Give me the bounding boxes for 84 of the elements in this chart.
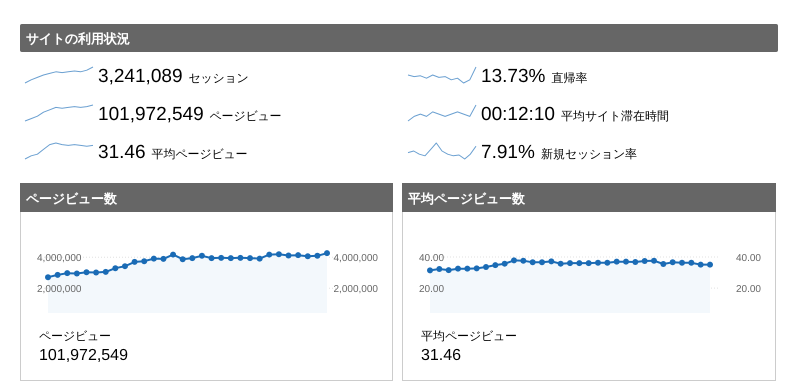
point	[586, 260, 592, 266]
point	[247, 255, 254, 262]
point	[567, 260, 573, 266]
point	[707, 262, 713, 268]
text: 31.46	[421, 347, 462, 364]
point	[64, 270, 70, 276]
point	[595, 260, 601, 266]
point	[604, 260, 610, 266]
text: 101,972,549	[98, 104, 204, 125]
point	[141, 258, 148, 264]
text: 平均ページビュー	[421, 329, 517, 343]
point	[632, 258, 638, 265]
point	[511, 257, 517, 264]
point	[150, 256, 157, 262]
point	[276, 251, 282, 258]
point	[502, 260, 508, 267]
point	[304, 253, 311, 260]
text: 直帰率	[551, 71, 588, 85]
point	[427, 267, 433, 274]
point	[492, 262, 498, 268]
point	[54, 272, 61, 278]
point	[446, 267, 452, 274]
y2-tick-label: 20.00	[736, 284, 762, 296]
point	[576, 260, 582, 266]
point	[189, 255, 196, 262]
point	[455, 266, 461, 272]
point	[237, 254, 244, 261]
point	[93, 270, 100, 276]
point	[74, 270, 80, 276]
point	[483, 264, 489, 270]
text: 31.46	[98, 142, 146, 163]
point	[614, 258, 620, 265]
point	[112, 265, 118, 272]
point	[256, 256, 263, 262]
y2-tick-label: 2,000,000	[334, 284, 378, 296]
point	[228, 255, 234, 262]
point	[660, 261, 666, 267]
point	[623, 258, 629, 265]
point	[548, 258, 554, 264]
point	[132, 258, 138, 265]
text: 平均サイト滞在時間	[560, 109, 669, 123]
point	[698, 262, 704, 268]
point	[180, 256, 186, 262]
text: 7.91%	[481, 142, 535, 163]
point	[170, 252, 176, 258]
point	[436, 266, 442, 272]
text: セッション	[188, 71, 249, 85]
point	[45, 274, 51, 280]
point	[539, 259, 545, 266]
point	[679, 260, 685, 266]
point	[295, 252, 302, 258]
point	[102, 268, 109, 275]
point	[160, 256, 166, 262]
y2-tick-label: 4,000,000	[334, 253, 378, 264]
point	[122, 263, 128, 270]
text: 00:12:10	[481, 104, 555, 125]
point	[266, 252, 272, 258]
text: 101,972,549	[39, 347, 128, 364]
point	[688, 260, 694, 266]
point	[324, 250, 330, 256]
y2-tick-label: 40.00	[736, 253, 762, 264]
point	[314, 252, 320, 259]
point	[464, 266, 470, 272]
point	[520, 258, 526, 264]
point	[651, 258, 657, 264]
point	[208, 255, 215, 262]
chart-title: 平均ページビュー数	[407, 191, 526, 206]
point	[558, 260, 564, 267]
point	[198, 252, 205, 259]
chart-title: ページビュー数	[25, 191, 118, 206]
text: 13.73%	[481, 66, 546, 87]
point	[83, 269, 90, 276]
point	[670, 259, 676, 266]
point	[530, 259, 536, 266]
text: 3,241,089	[98, 66, 183, 87]
text: 平均ページビュー	[152, 147, 248, 161]
point	[642, 258, 648, 264]
text: 新規セッション率	[540, 147, 637, 161]
text: ページビュー	[210, 109, 282, 123]
text: ページビュー	[39, 329, 111, 343]
point	[218, 254, 224, 261]
text: サイトの利用状況	[26, 31, 130, 46]
point	[474, 265, 480, 272]
point	[286, 252, 292, 258]
